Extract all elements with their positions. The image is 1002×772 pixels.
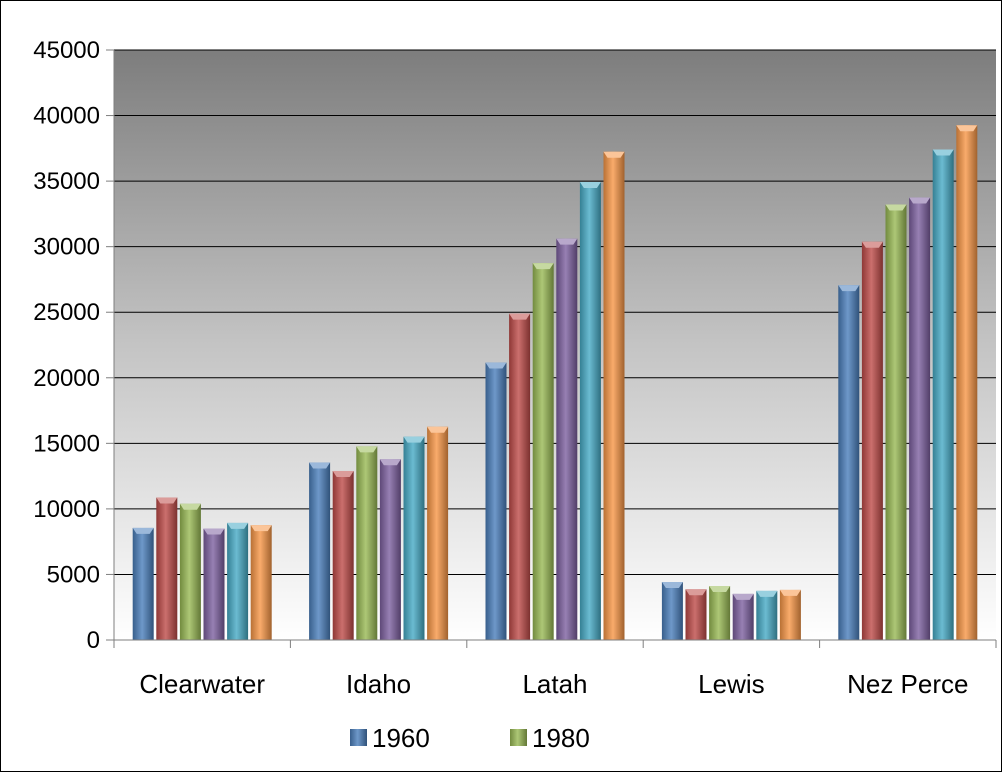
y-tick-label: 0 [87, 627, 100, 654]
bar [709, 586, 731, 640]
bar-cap [661, 582, 683, 589]
bar [909, 197, 931, 640]
x-tick-label: Idaho [346, 669, 411, 699]
bar-cap [909, 197, 931, 204]
bar [661, 582, 683, 640]
y-tick-label: 10000 [33, 496, 100, 523]
bar [156, 497, 178, 640]
y-tick-label: 20000 [33, 365, 100, 392]
bar [885, 204, 907, 640]
bar [861, 241, 883, 641]
bar-cap [309, 462, 331, 469]
bar-cap [156, 497, 178, 504]
bar [838, 285, 860, 640]
x-tick-label: Nez Perce [847, 669, 968, 699]
bar-cap [956, 125, 978, 132]
bar-cap [250, 525, 272, 532]
bar-cap [203, 528, 225, 535]
bar [603, 151, 625, 641]
bar [309, 462, 331, 640]
x-tick-label: Lewis [698, 669, 764, 699]
bar [932, 149, 954, 640]
bar [427, 426, 449, 640]
bar [532, 263, 554, 640]
bar-cap [485, 362, 507, 369]
bar [485, 362, 507, 640]
y-tick-label: 5000 [47, 561, 100, 588]
bar-cap [779, 589, 801, 596]
bar-cap [132, 527, 154, 534]
bar-cap [685, 589, 707, 596]
bar-cap [732, 593, 754, 600]
bar-cap [861, 241, 883, 248]
bar-cap [227, 522, 249, 529]
bar-cap [579, 181, 601, 188]
bar [732, 593, 754, 640]
bar-cap [509, 313, 531, 320]
bar-cap [356, 446, 378, 453]
legend-swatch [350, 729, 367, 746]
bar-cap [179, 503, 201, 510]
bar [132, 527, 154, 640]
x-tick-label: Latah [522, 669, 587, 699]
bar [356, 446, 378, 640]
bar-cap [885, 204, 907, 211]
y-tick-label: 30000 [33, 234, 100, 261]
legend-label: 1960 [372, 723, 430, 753]
legend-label: 1980 [532, 723, 590, 753]
bar [509, 313, 531, 640]
bar-cap [603, 151, 625, 158]
y-tick-label: 45000 [33, 37, 100, 64]
bar-cap [403, 436, 425, 443]
bar [332, 470, 354, 640]
bar-cap [532, 263, 554, 270]
bar [685, 589, 707, 640]
bar-cap [556, 238, 578, 245]
bars [132, 125, 978, 641]
y-tick-label: 15000 [33, 430, 100, 457]
bar [779, 589, 801, 640]
y-tick-label: 40000 [33, 103, 100, 130]
bar [227, 522, 249, 640]
bar-cap [427, 426, 449, 433]
bar-cap [379, 459, 401, 466]
bar [579, 181, 601, 641]
bar [403, 436, 425, 640]
y-tick-label: 25000 [33, 299, 100, 326]
bar [203, 528, 225, 640]
bar [250, 525, 272, 640]
y-tick-label: 35000 [33, 168, 100, 195]
axes: 0 5000 10000 15000 20000 25000 30000 35000 40000… [33, 37, 997, 699]
bar [379, 459, 401, 640]
bar [756, 590, 778, 640]
bar-cap [838, 285, 860, 292]
bar [956, 125, 978, 641]
x-tick-label: Clearwater [139, 669, 265, 699]
legend-swatch [510, 729, 527, 746]
bar-cap [332, 470, 354, 477]
bar-cap [709, 586, 731, 593]
bar-cap [756, 590, 778, 597]
bar [179, 503, 201, 640]
legend: 1960 1980 [350, 723, 590, 753]
bar [556, 238, 578, 640]
bar-cap [932, 149, 954, 156]
